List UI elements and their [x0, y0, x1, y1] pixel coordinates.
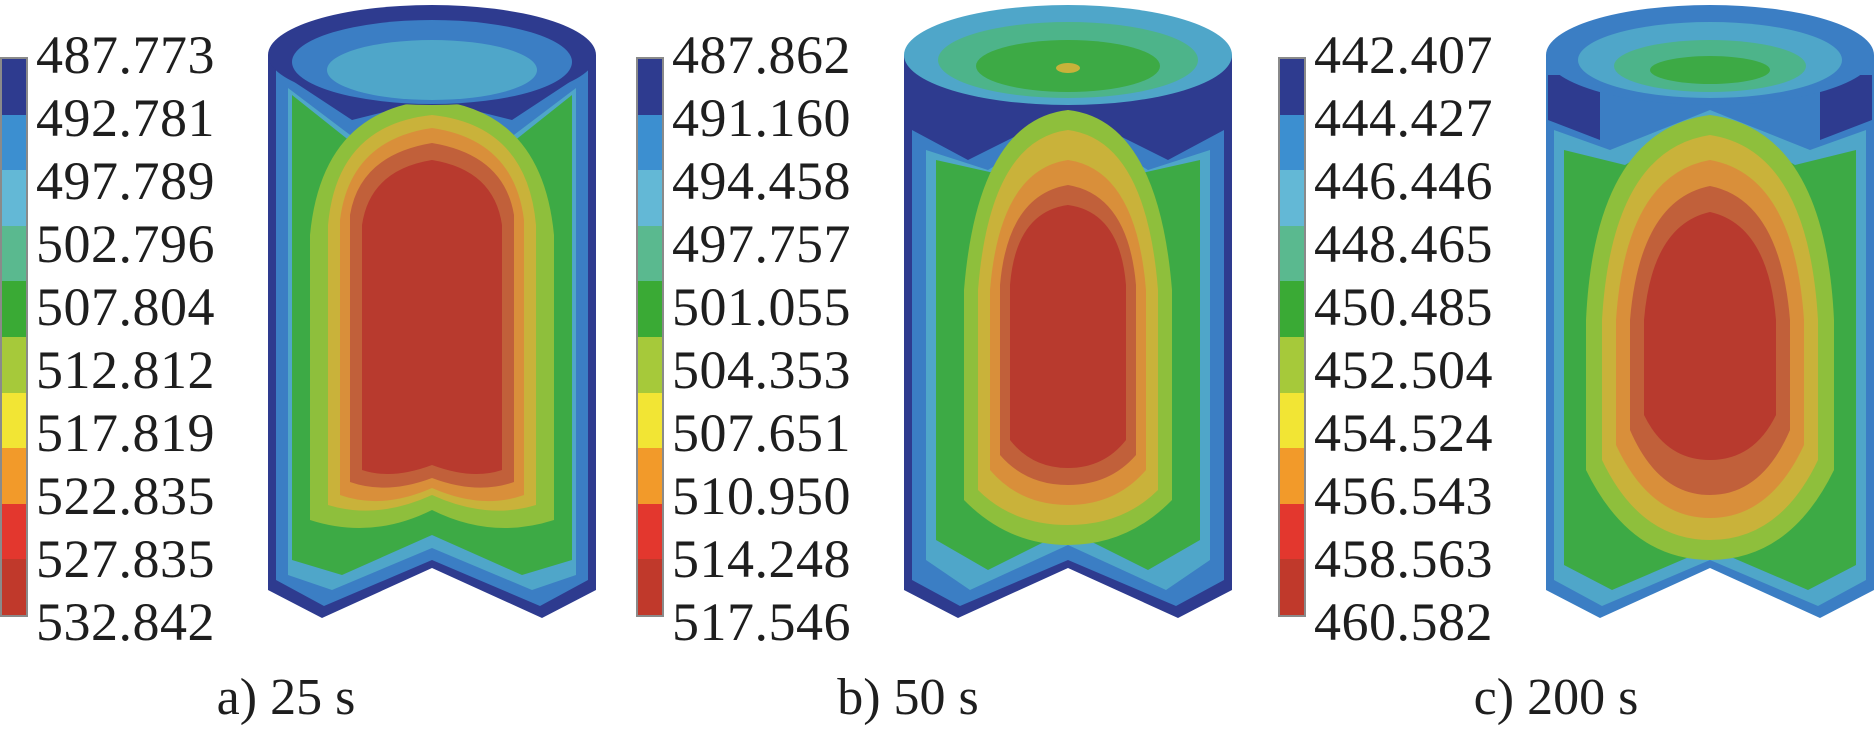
legend-value: 458.563	[1314, 529, 1493, 589]
legend-value: 514.248	[672, 529, 851, 589]
legend-value: 504.353	[672, 340, 851, 400]
legend-value: 532.842	[36, 592, 215, 652]
panel-caption: c) 200 s	[1473, 669, 1639, 726]
color-swatch	[1280, 281, 1304, 337]
color-swatch	[2, 559, 26, 615]
legend-value: 460.582	[1314, 592, 1493, 652]
color-swatch	[2, 225, 26, 282]
legend-value: 497.757	[672, 214, 851, 274]
color-swatch	[2, 448, 26, 504]
color-swatch	[1280, 170, 1304, 226]
legend-value: 494.458	[672, 151, 851, 211]
color-swatch	[638, 114, 662, 171]
legend-value: 452.504	[1314, 340, 1493, 400]
color-swatch	[638, 336, 662, 393]
legend-value: 512.812	[36, 340, 215, 400]
panel-200s: 442.407 444.427 446.446 448.465 450.485 …	[1278, 0, 1876, 739]
color-swatch	[1280, 559, 1304, 615]
color-swatch	[1280, 59, 1304, 115]
legend-value: 502.796	[36, 214, 215, 274]
legend-labels: 442.407 444.427 446.446 448.465 450.485 …	[1314, 24, 1493, 654]
color-swatch	[2, 59, 26, 115]
color-swatch	[1280, 225, 1304, 282]
color-swatch	[638, 170, 662, 226]
color-swatch	[1280, 114, 1304, 171]
color-swatch	[638, 281, 662, 337]
legend-value: 517.546	[672, 592, 851, 652]
legend-value: 497.789	[36, 151, 215, 211]
color-swatch	[2, 503, 26, 560]
color-swatch	[2, 336, 26, 393]
color-swatch	[638, 59, 662, 115]
color-swatch	[2, 281, 26, 337]
legend-value: 456.543	[1314, 466, 1493, 526]
temperature-cylinder-200s	[1546, 5, 1874, 618]
color-swatch	[1280, 448, 1304, 504]
legend-value: 501.055	[672, 277, 851, 337]
legend-value: 507.804	[36, 277, 215, 337]
legend-labels: 487.773 492.781 497.789 502.796 507.804 …	[36, 24, 215, 654]
panel-caption: a) 25 s	[216, 669, 356, 726]
color-swatch	[638, 503, 662, 560]
color-swatch	[638, 559, 662, 615]
color-swatch	[1280, 392, 1304, 449]
panel-50s: 487.862 491.160 494.458 497.757 501.055 …	[636, 0, 1261, 739]
legend-value: 487.862	[672, 25, 851, 85]
legend-value: 448.465	[1314, 214, 1493, 274]
color-swatch	[2, 114, 26, 171]
legend-value: 491.160	[672, 88, 851, 148]
legend-value: 446.446	[1314, 151, 1493, 211]
panel-caption: b) 50 s	[837, 669, 979, 726]
legend-value: 517.819	[36, 403, 215, 463]
legend-value: 507.651	[672, 403, 851, 463]
temperature-cylinder-25s	[268, 5, 596, 618]
color-scale-bar	[636, 57, 664, 617]
color-swatch	[2, 392, 26, 449]
color-swatch	[1280, 503, 1304, 560]
color-swatch	[1280, 336, 1304, 393]
color-swatch	[638, 392, 662, 449]
color-swatch	[2, 170, 26, 226]
legend-value: 522.835	[36, 466, 215, 526]
legend-value: 527.835	[36, 529, 215, 589]
legend-value: 487.773	[36, 25, 215, 85]
panel-25s: 487.773 492.781 497.789 502.796 507.804 …	[0, 0, 625, 739]
color-scale-bar	[0, 57, 28, 617]
legend-value: 492.781	[36, 88, 215, 148]
legend-value: 510.950	[672, 466, 851, 526]
color-scale-bar	[1278, 57, 1306, 617]
legend-value: 442.407	[1314, 25, 1493, 85]
temperature-cylinder-50s	[904, 5, 1232, 618]
color-swatch	[638, 225, 662, 282]
legend-labels: 487.862 491.160 494.458 497.757 501.055 …	[672, 24, 851, 654]
legend-value: 444.427	[1314, 88, 1493, 148]
legend-value: 450.485	[1314, 277, 1493, 337]
color-swatch	[638, 448, 662, 504]
legend-value: 454.524	[1314, 403, 1493, 463]
